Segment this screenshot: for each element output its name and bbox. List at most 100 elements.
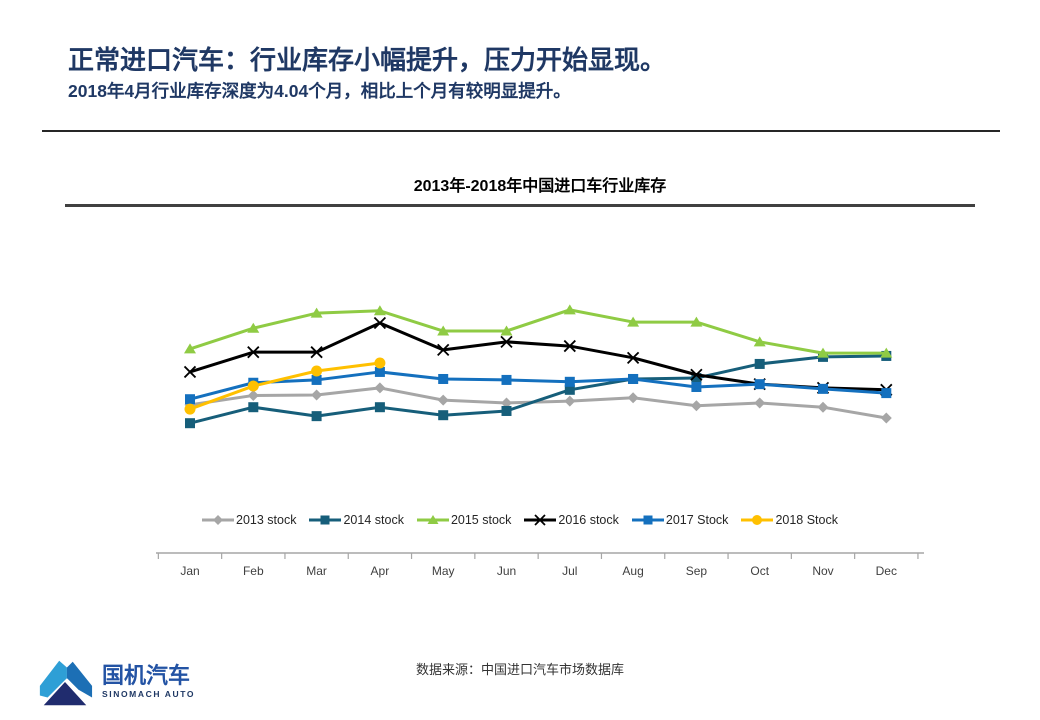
legend-label: 2016 stock	[558, 513, 619, 527]
series-marker	[564, 376, 575, 387]
series-line	[189, 370, 887, 401]
series-marker	[373, 305, 386, 316]
series-marker	[185, 394, 195, 405]
series-marker	[184, 403, 196, 415]
legend-label: 2013 stock	[236, 513, 297, 527]
sinomach-logo: 国机汽车 SINOMACH AUTO	[36, 656, 195, 708]
sinomach-logo-mark-icon	[39, 660, 93, 706]
x-axis-label-oct: Oct	[750, 564, 769, 578]
series-line	[189, 361, 381, 411]
series-marker	[184, 343, 196, 354]
series-marker	[247, 346, 260, 359]
series-marker	[185, 418, 195, 429]
series-marker	[311, 389, 323, 401]
chart-legend: 2013 stock 2014 stock 2015 stock 2016 stock…	[0, 513, 1040, 527]
legend-marker-square-icon	[309, 515, 342, 525]
logo-shape-light	[39, 660, 67, 698]
series-marker	[183, 365, 197, 379]
series-2017-stock	[185, 366, 892, 405]
x-axis-label-feb: Feb	[243, 564, 264, 578]
legend-item-2018-stock: 2018 Stock	[741, 513, 838, 527]
legend-item-2015-stock: 2015 stock	[416, 513, 512, 527]
series-marker	[818, 383, 828, 394]
series-marker	[690, 368, 703, 381]
series-marker	[438, 373, 449, 384]
legend-item-2017-stock: 2017 Stock	[631, 513, 729, 527]
series-marker	[501, 397, 512, 409]
logo-name-cn: 国机汽车	[102, 663, 191, 689]
x-axis-label-sep: Sep	[686, 564, 708, 578]
chart-title: 2013年-2018年中国进口车行业库存	[413, 178, 667, 195]
series-marker	[880, 412, 892, 424]
series-marker	[248, 402, 259, 413]
series-marker	[374, 357, 386, 369]
series-marker	[817, 401, 829, 413]
series-marker	[753, 336, 766, 347]
series-marker	[247, 322, 260, 333]
slide-header: 正常进口汽车：行业库存小幅提升，压力开始显现。 2018年4月行业库存深度为4.…	[68, 44, 666, 102]
series-marker	[501, 405, 512, 416]
series-marker	[501, 374, 512, 385]
series-marker	[247, 380, 259, 392]
logo-name-en: SINOMACH AUTO	[102, 688, 196, 699]
series-marker	[310, 307, 323, 318]
series-2015-stock	[184, 304, 893, 358]
legend-label: 2018 Stock	[775, 513, 838, 527]
legend-label: 2017 Stock	[665, 513, 729, 527]
series-marker	[626, 351, 640, 364]
series-marker	[627, 316, 640, 327]
series-marker	[564, 395, 576, 407]
series-marker	[374, 382, 386, 394]
legend-label: 2015 stock	[450, 513, 512, 527]
series-marker	[817, 347, 829, 358]
series-marker	[437, 325, 450, 336]
series-marker	[754, 358, 765, 369]
legend-item-2014-stock: 2014 stock	[309, 513, 404, 527]
x-axis-label-dec: Dec	[876, 564, 897, 578]
logo-shape-mid	[66, 661, 93, 698]
series-line	[189, 386, 887, 420]
series-marker	[754, 397, 766, 409]
series-marker	[374, 402, 385, 413]
slide-title: 正常进口汽车：行业库存小幅提升，压力开始显现。	[68, 45, 667, 75]
header-divider-line	[42, 130, 1000, 132]
series-marker	[437, 394, 449, 406]
legend-marker-diamond-icon	[202, 515, 235, 525]
x-axis-label-mar: Mar	[306, 564, 327, 578]
series-marker	[690, 316, 703, 327]
series-marker	[374, 366, 385, 377]
series-marker	[500, 335, 513, 348]
logo-shape-dark	[43, 682, 87, 706]
chart-title-underline	[65, 204, 975, 207]
series-marker	[563, 304, 576, 315]
series-marker	[438, 410, 449, 421]
legend-marker-x-icon	[524, 514, 557, 526]
series-marker	[690, 400, 702, 412]
series-marker	[310, 346, 323, 359]
series-marker	[691, 381, 702, 392]
x-axis-label-jul: Jul	[562, 564, 577, 578]
legend-marker-square-icon	[631, 515, 664, 525]
series-marker	[500, 325, 513, 336]
series-marker	[373, 316, 387, 330]
series-line	[189, 354, 887, 425]
series-marker	[881, 388, 892, 399]
series-2018-stock	[184, 357, 386, 415]
series-marker	[627, 392, 639, 404]
data-source-note: 数据来源：中国进口汽车市场数据库	[415, 662, 624, 677]
x-axis-label-may: May	[432, 564, 455, 578]
slide-subtitle: 2018年4月行业库存深度为4.04个月，相比上个月有较明显提升。	[68, 80, 571, 101]
series-marker	[880, 347, 893, 358]
series-2016-stock	[183, 316, 893, 396]
legend-label: 2014 stock	[343, 513, 404, 527]
x-axis-label-jun: Jun	[497, 564, 516, 578]
x-axis-label-nov: Nov	[812, 564, 833, 578]
x-axis-label-apr: Apr	[371, 564, 390, 578]
series-line	[189, 308, 887, 355]
series-2013-stock	[184, 382, 892, 424]
series-marker	[563, 339, 576, 353]
series-marker	[691, 373, 702, 384]
series-marker	[754, 379, 765, 390]
